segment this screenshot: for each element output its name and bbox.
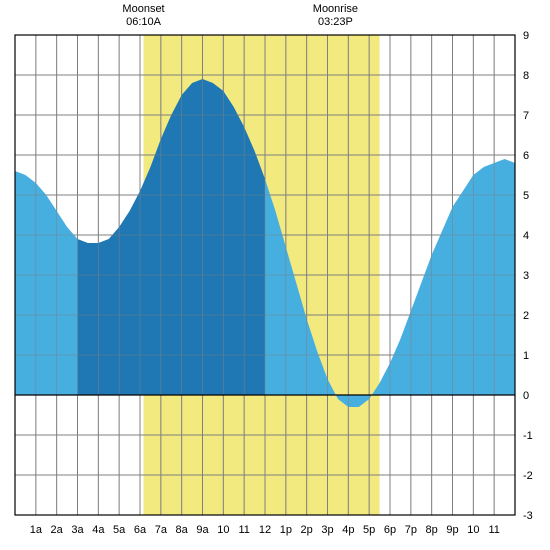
svg-text:10: 10	[217, 524, 229, 536]
annotation-time: 03:23P	[305, 16, 365, 29]
svg-text:7a: 7a	[155, 524, 168, 536]
svg-text:11: 11	[238, 524, 249, 536]
moonset-annotation: Moonset06:10A	[114, 3, 174, 29]
svg-text:9p: 9p	[446, 524, 458, 536]
svg-text:0: 0	[523, 390, 529, 402]
svg-text:6a: 6a	[134, 524, 147, 536]
svg-text:12: 12	[259, 524, 271, 536]
moonrise-annotation: Moonrise03:23P	[305, 3, 365, 29]
svg-text:8: 8	[523, 70, 529, 82]
svg-text:4p: 4p	[342, 524, 354, 536]
svg-text:5: 5	[523, 190, 529, 202]
annotation-label: Moonrise	[305, 3, 365, 16]
svg-text:3: 3	[523, 270, 529, 282]
annotation-label: Moonset	[114, 3, 174, 16]
svg-text:2: 2	[523, 310, 529, 322]
svg-text:1p: 1p	[280, 524, 292, 536]
svg-text:10: 10	[467, 524, 479, 536]
svg-text:2p: 2p	[301, 524, 313, 536]
svg-text:8a: 8a	[176, 524, 189, 536]
svg-text:9: 9	[523, 30, 529, 42]
svg-text:8p: 8p	[426, 524, 438, 536]
svg-text:2a: 2a	[51, 524, 64, 536]
svg-text:4: 4	[523, 230, 529, 242]
annotation-time: 06:10A	[114, 16, 174, 29]
svg-text:3a: 3a	[71, 524, 84, 536]
svg-text:-3: -3	[523, 510, 533, 522]
svg-text:4a: 4a	[92, 524, 105, 536]
svg-text:3p: 3p	[321, 524, 333, 536]
svg-text:11: 11	[488, 524, 499, 536]
svg-text:5p: 5p	[363, 524, 375, 536]
svg-text:1: 1	[523, 350, 529, 362]
svg-text:1a: 1a	[30, 524, 43, 536]
svg-text:-2: -2	[523, 470, 533, 482]
svg-text:7: 7	[523, 110, 529, 122]
svg-text:6: 6	[523, 150, 529, 162]
svg-text:6p: 6p	[384, 524, 396, 536]
svg-text:5a: 5a	[113, 524, 126, 536]
tide-chart: -3-2-101234567891a2a3a4a5a6a7a8a9a101112…	[0, 0, 550, 550]
chart-svg: -3-2-101234567891a2a3a4a5a6a7a8a9a101112…	[0, 0, 550, 550]
svg-text:7p: 7p	[405, 524, 417, 536]
svg-text:-1: -1	[523, 430, 533, 442]
svg-text:9a: 9a	[196, 524, 209, 536]
